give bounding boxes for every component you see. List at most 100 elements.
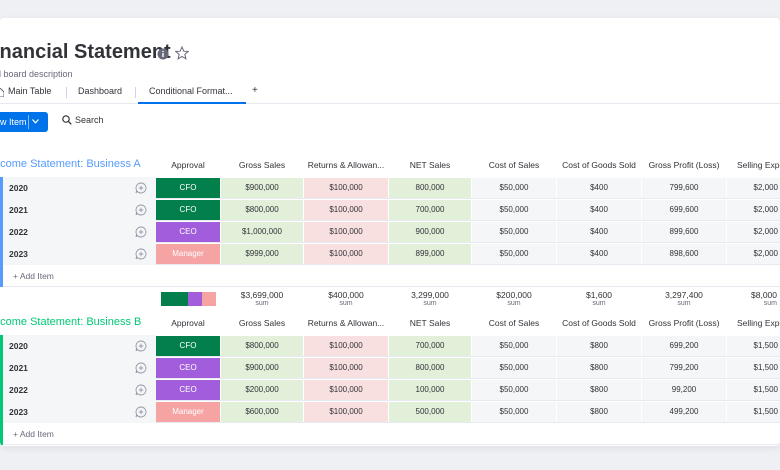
group-title-business-b[interactable]: ncome Statement: Business B: [0, 316, 142, 328]
table-row[interactable]: 2021 CFO $800,000 $100,000 700,000 $50,000 $40…: [0, 199, 780, 221]
selling-expenses-cell[interactable]: $1,500: [727, 358, 780, 378]
gross-sales-cell[interactable]: $800,000: [221, 200, 303, 220]
add-view-button[interactable]: +: [252, 85, 258, 96]
returns-cell[interactable]: $100,000: [304, 358, 388, 378]
approval-cell[interactable]: CEO: [156, 358, 220, 378]
cogs-cell[interactable]: $800: [557, 402, 641, 422]
column-header-gross-sales[interactable]: Gross Sales: [238, 160, 286, 170]
gross-sales-cell[interactable]: $999,000: [221, 244, 303, 264]
approval-cell[interactable]: CEO: [156, 222, 220, 242]
approval-cell[interactable]: CFO: [156, 178, 220, 198]
item-name[interactable]: 2022: [9, 227, 28, 237]
gross-sales-cell[interactable]: $900,000: [221, 358, 303, 378]
cost-of-sales-cell[interactable]: $50,000: [472, 336, 556, 356]
gross-sales-cell[interactable]: $600,000: [221, 402, 303, 422]
add-update-icon[interactable]: [135, 362, 147, 374]
chevron-down-icon[interactable]: [32, 119, 39, 124]
approval-cell[interactable]: CFO: [156, 336, 220, 356]
item-name-cell[interactable]: [3, 199, 156, 221]
selling-expenses-cell[interactable]: $1,500: [727, 402, 780, 422]
table-row[interactable]: 2022 CEO $1,000,000 $100,000 900,000 $50,000 $…: [0, 221, 780, 243]
net-sales-cell[interactable]: 900,000: [389, 222, 471, 242]
cogs-cell[interactable]: $400: [557, 244, 641, 264]
approval-cell[interactable]: CFO: [156, 200, 220, 220]
add-update-icon[interactable]: [135, 248, 147, 260]
item-name[interactable]: 2021: [9, 363, 28, 373]
column-header-cost-of-sales[interactable]: Cost of Sales: [488, 160, 540, 170]
net-sales-cell[interactable]: 899,000: [389, 244, 471, 264]
returns-cell[interactable]: $100,000: [304, 200, 388, 220]
gross-sales-cell[interactable]: $200,000: [221, 380, 303, 400]
item-name[interactable]: 2020: [9, 183, 28, 193]
table-row[interactable]: 2023 Manager $999,000 $100,000 899,000 $50,00…: [0, 243, 780, 265]
cogs-cell[interactable]: $800: [557, 336, 641, 356]
cost-of-sales-cell[interactable]: $50,000: [472, 380, 556, 400]
selling-expenses-cell[interactable]: $1,500: [727, 336, 780, 356]
returns-cell[interactable]: $100,000: [304, 244, 388, 264]
net-sales-cell[interactable]: 100,000: [389, 380, 471, 400]
net-sales-cell[interactable]: 700,000: [389, 200, 471, 220]
selling-expenses-cell[interactable]: $2,000: [727, 222, 780, 242]
tab-dashboard[interactable]: Dashboard: [78, 86, 123, 96]
gross-profit-cell[interactable]: 799,600: [642, 178, 726, 198]
cogs-cell[interactable]: $400: [557, 200, 641, 220]
column-header-net-sales[interactable]: NET Sales: [409, 318, 451, 328]
cogs-cell[interactable]: $800: [557, 380, 641, 400]
approval-cell[interactable]: CEO: [156, 380, 220, 400]
gross-profit-cell[interactable]: 99,200: [642, 380, 726, 400]
add-update-icon[interactable]: [135, 340, 147, 352]
add-update-icon[interactable]: [135, 226, 147, 238]
column-header-cost-of-sales[interactable]: Cost of Sales: [488, 318, 540, 328]
selling-expenses-cell[interactable]: $2,000: [727, 178, 780, 198]
column-header-selling-expenses[interactable]: Selling Expe: [737, 318, 780, 328]
item-name[interactable]: 2022: [9, 385, 28, 395]
selling-expenses-cell[interactable]: $1,500: [727, 380, 780, 400]
add-update-icon[interactable]: [135, 384, 147, 396]
tab-conditional-formatting[interactable]: Conditional Format...: [149, 86, 233, 96]
gross-sales-cell[interactable]: $800,000: [221, 336, 303, 356]
column-header-gross-profit[interactable]: Gross Profit (Loss): [648, 318, 720, 328]
cogs-cell[interactable]: $400: [557, 178, 641, 198]
item-name[interactable]: 2023: [9, 407, 28, 417]
selling-expenses-cell[interactable]: $2,000: [727, 244, 780, 264]
table-row[interactable]: 2021 CEO $900,000 $100,000 800,000 $50,000 $80…: [0, 357, 780, 379]
item-name[interactable]: 2020: [9, 341, 28, 351]
cost-of-sales-cell[interactable]: $50,000: [472, 200, 556, 220]
returns-cell[interactable]: $100,000: [304, 402, 388, 422]
item-name-cell[interactable]: [3, 177, 156, 199]
net-sales-cell[interactable]: 500,000: [389, 402, 471, 422]
column-header-approval[interactable]: Approval: [171, 318, 205, 328]
net-sales-cell[interactable]: 700,000: [389, 336, 471, 356]
table-row[interactable]: 2023 Manager $600,000 $100,000 500,000 $50,00…: [0, 401, 780, 423]
net-sales-cell[interactable]: 800,000: [389, 178, 471, 198]
column-header-returns[interactable]: Returns & Allowan...: [307, 318, 385, 328]
column-header-selling-expenses[interactable]: Selling Expe: [737, 160, 780, 170]
gross-sales-cell[interactable]: $1,000,000: [221, 222, 303, 242]
table-row[interactable]: 2020 CFO $800,000 $100,000 700,000 $50,000 $80…: [0, 335, 780, 357]
approval-cell[interactable]: Manager: [156, 244, 220, 264]
new-item-button[interactable]: w Item: [0, 112, 48, 132]
gross-profit-cell[interactable]: 499,200: [642, 402, 726, 422]
gross-profit-cell[interactable]: 898,600: [642, 244, 726, 264]
item-name-cell[interactable]: [3, 357, 156, 379]
cost-of-sales-cell[interactable]: $50,000: [472, 358, 556, 378]
approval-summary-bar[interactable]: [161, 288, 216, 310]
column-header-net-sales[interactable]: NET Sales: [409, 160, 451, 170]
gross-profit-cell[interactable]: 799,200: [642, 358, 726, 378]
returns-cell[interactable]: $100,000: [304, 222, 388, 242]
table-row[interactable]: 2020 CFO $900,000 $100,000 800,000 $50,000 $40…: [0, 177, 780, 199]
board-title[interactable]: inancial Statement: [0, 41, 171, 63]
star-icon[interactable]: [175, 46, 189, 60]
board-description[interactable]: d board description: [0, 69, 73, 79]
item-name-cell[interactable]: [3, 401, 156, 423]
info-icon[interactable]: [157, 48, 169, 60]
cost-of-sales-cell[interactable]: $50,000: [472, 402, 556, 422]
item-name-cell[interactable]: [3, 379, 156, 401]
add-item-row-b[interactable]: + Add Item: [0, 423, 780, 445]
add-update-icon[interactable]: [135, 182, 147, 194]
table-row[interactable]: 2022 CEO $200,000 $100,000 100,000 $50,000 $80…: [0, 379, 780, 401]
cogs-cell[interactable]: $400: [557, 222, 641, 242]
returns-cell[interactable]: $100,000: [304, 380, 388, 400]
column-header-approval[interactable]: Approval: [171, 160, 205, 170]
add-update-icon[interactable]: [135, 406, 147, 418]
